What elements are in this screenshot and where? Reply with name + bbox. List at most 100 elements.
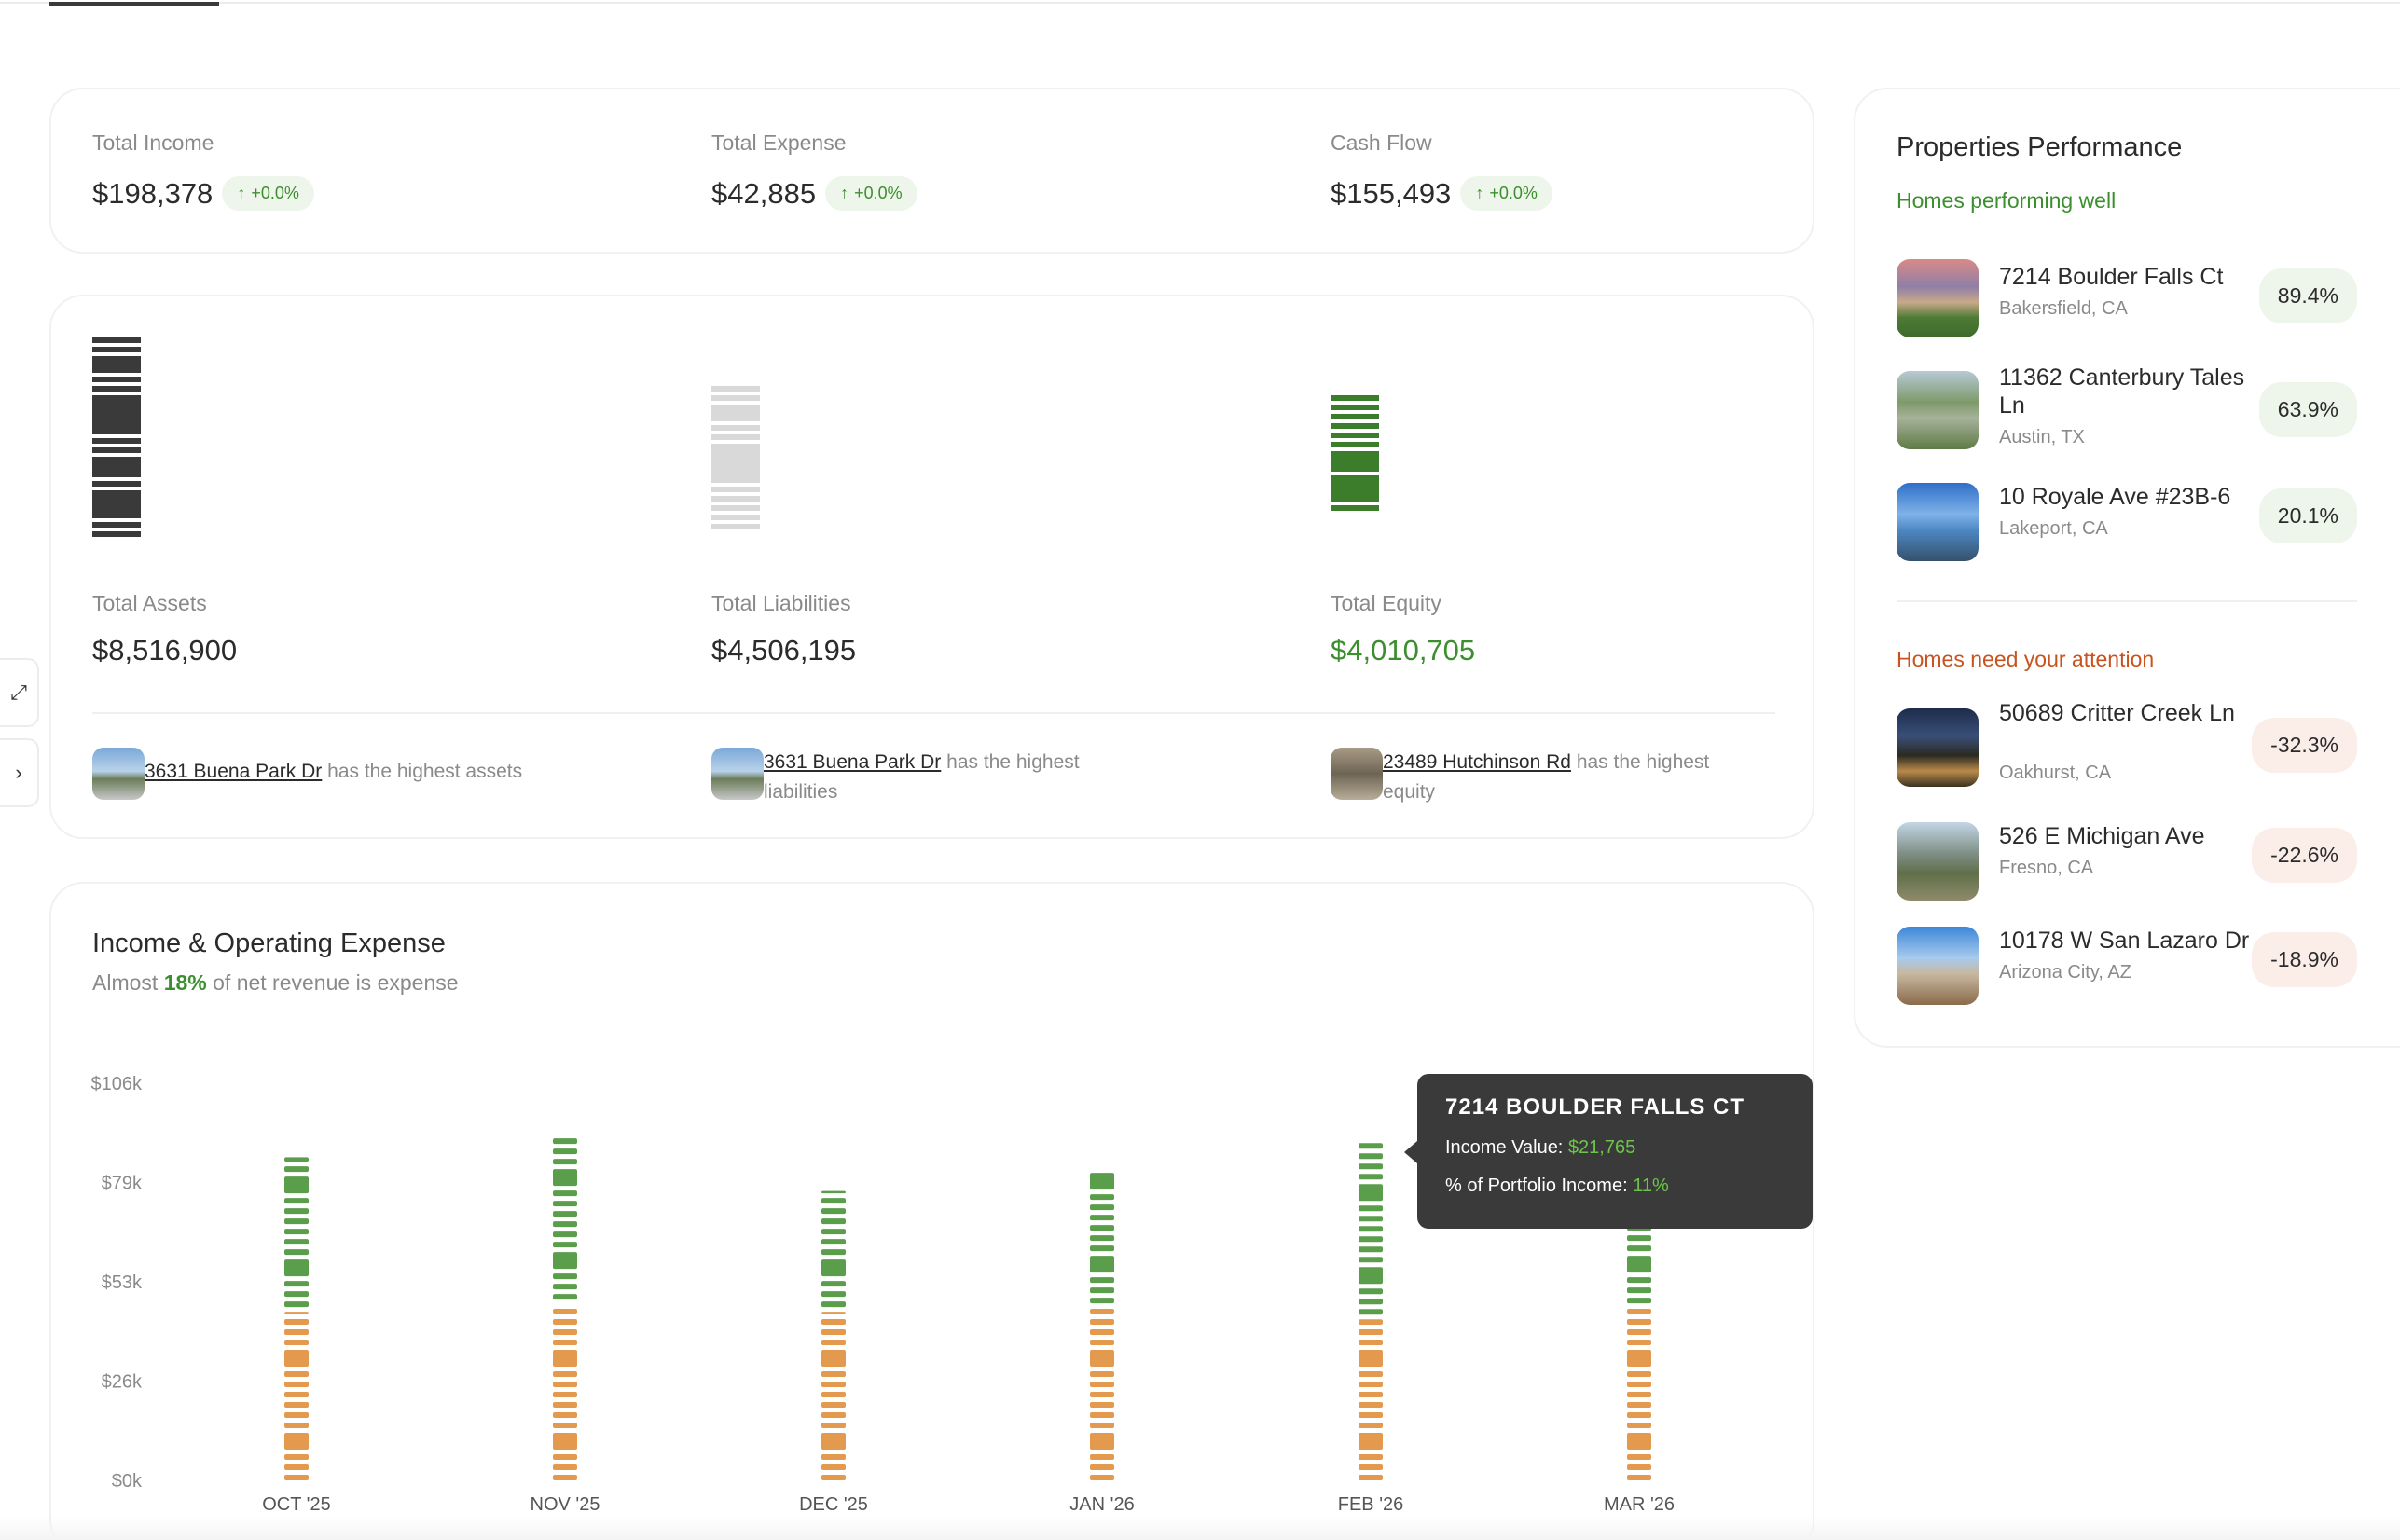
expense-bar-segment[interactable]	[1359, 1350, 1383, 1367]
income-bar-segment[interactable]	[553, 1294, 577, 1300]
expense-bar-segment[interactable]	[1627, 1329, 1651, 1335]
expense-bar-segment[interactable]	[553, 1319, 577, 1325]
property-item[interactable]: 50689 Critter Creek Ln Oakhurst, CA -32.…	[1897, 700, 2357, 789]
income-bar-segment[interactable]	[1090, 1287, 1114, 1294]
income-bar-segment[interactable]	[1090, 1235, 1114, 1242]
income-bar-segment[interactable]	[1359, 1153, 1383, 1160]
expense-bar-segment[interactable]	[1627, 1340, 1651, 1345]
income-bar-segment[interactable]	[1359, 1226, 1383, 1232]
expense-bar-segment[interactable]	[553, 1433, 577, 1450]
expense-bar-segment[interactable]	[1090, 1454, 1114, 1460]
expense-bar-segment[interactable]	[1627, 1392, 1651, 1397]
expense-bar-segment[interactable]	[1090, 1340, 1114, 1345]
income-bar-segment[interactable]	[821, 1281, 846, 1287]
expense-bar-segment[interactable]	[284, 1475, 309, 1480]
expense-bar-segment[interactable]	[1090, 1475, 1114, 1480]
expense-bar-segment[interactable]	[1627, 1319, 1651, 1325]
income-bar-segment[interactable]	[553, 1221, 577, 1228]
expense-bar-segment[interactable]	[821, 1319, 846, 1325]
expense-bar-segment[interactable]	[284, 1402, 309, 1408]
expense-bar-segment[interactable]	[1359, 1423, 1383, 1428]
expense-bar-segment[interactable]	[1090, 1392, 1114, 1397]
property-link[interactable]: 3631 Buena Park Dr	[145, 761, 323, 782]
income-bar-segment[interactable]	[284, 1166, 309, 1173]
expense-bar-segment[interactable]	[1090, 1309, 1114, 1314]
expense-bar-segment[interactable]	[553, 1402, 577, 1408]
expand-icon[interactable]: ⤢	[0, 658, 39, 727]
expense-bar-segment[interactable]	[1359, 1475, 1383, 1480]
property-item[interactable]: 10178 W San Lazaro Dr Arizona City, AZ -…	[1897, 927, 2357, 1005]
expense-bar-segment[interactable]	[1627, 1423, 1651, 1428]
income-bar-segment[interactable]	[1627, 1298, 1651, 1304]
expense-bar-segment[interactable]	[1359, 1464, 1383, 1470]
expense-bar-segment[interactable]	[284, 1371, 309, 1377]
income-bar-segment[interactable]	[821, 1198, 846, 1204]
expense-bar-segment[interactable]	[1627, 1309, 1651, 1314]
expense-bar-segment[interactable]	[1359, 1412, 1383, 1418]
expense-bar-segment[interactable]	[1627, 1454, 1651, 1460]
expense-bar-segment[interactable]	[553, 1371, 577, 1377]
property-link[interactable]: 23489 Hutchinson Rd	[1383, 751, 1571, 773]
expense-bar-segment[interactable]	[821, 1423, 846, 1428]
income-bar-segment[interactable]	[1090, 1194, 1114, 1201]
income-bar-segment[interactable]	[1359, 1236, 1383, 1243]
expense-bar-segment[interactable]	[1627, 1464, 1651, 1470]
income-bar-segment[interactable]	[1359, 1257, 1383, 1263]
income-bar-segment[interactable]	[553, 1159, 577, 1165]
expense-bar-segment[interactable]	[284, 1464, 309, 1470]
expense-bar-segment[interactable]	[821, 1412, 846, 1418]
expense-bar-segment[interactable]	[284, 1340, 309, 1345]
expense-bar-segment[interactable]	[1090, 1464, 1114, 1470]
income-bar-segment[interactable]	[1359, 1267, 1383, 1285]
income-bar-segment[interactable]	[1627, 1287, 1651, 1294]
property-link[interactable]: 3631 Buena Park Dr	[764, 751, 942, 773]
expense-bar-segment[interactable]	[1090, 1382, 1114, 1387]
expense-bar-segment[interactable]	[1627, 1350, 1651, 1367]
expense-bar-segment[interactable]	[1359, 1340, 1383, 1345]
income-bar-segment[interactable]	[821, 1249, 846, 1256]
income-bar-segment[interactable]	[821, 1259, 846, 1277]
income-bar-segment[interactable]	[1359, 1216, 1383, 1222]
income-bar-segment[interactable]	[553, 1231, 577, 1238]
income-bar-segment[interactable]	[553, 1284, 577, 1290]
expense-bar-segment[interactable]	[1359, 1433, 1383, 1450]
income-bar-segment[interactable]	[821, 1208, 846, 1215]
expense-bar-segment[interactable]	[1090, 1402, 1114, 1408]
expense-bar-segment[interactable]	[553, 1454, 577, 1460]
income-bar-segment[interactable]	[553, 1252, 577, 1270]
expense-bar-segment[interactable]	[821, 1382, 846, 1387]
expense-bar-segment[interactable]	[1627, 1475, 1651, 1480]
expense-bar-segment[interactable]	[553, 1475, 577, 1480]
income-bar-segment[interactable]	[1627, 1277, 1651, 1284]
expense-bar-segment[interactable]	[1090, 1423, 1114, 1428]
expense-bar-segment[interactable]	[553, 1392, 577, 1397]
expense-bar-segment[interactable]	[284, 1319, 309, 1325]
income-bar-segment[interactable]	[1359, 1143, 1383, 1149]
income-bar-segment[interactable]	[553, 1190, 577, 1197]
property-item[interactable]: 526 E Michigan Ave Fresno, CA -22.6%	[1897, 822, 2357, 901]
income-bar-segment[interactable]	[821, 1229, 846, 1235]
expense-bar-segment[interactable]	[1627, 1433, 1651, 1450]
income-bar-segment[interactable]	[1090, 1298, 1114, 1304]
income-bar-segment[interactable]	[284, 1239, 309, 1245]
expense-bar-segment[interactable]	[1359, 1392, 1383, 1397]
expense-bar-segment[interactable]	[821, 1371, 846, 1377]
income-bar-segment[interactable]	[284, 1301, 309, 1308]
income-bar-segment[interactable]	[284, 1208, 309, 1215]
expense-bar-segment[interactable]	[1090, 1412, 1114, 1418]
income-bar-segment[interactable]	[1359, 1205, 1383, 1212]
income-bar-segment[interactable]	[284, 1176, 309, 1194]
income-bar-segment[interactable]	[284, 1259, 309, 1277]
expense-bar-segment[interactable]	[1627, 1382, 1651, 1387]
income-bar-segment[interactable]	[553, 1242, 577, 1248]
income-bar-segment[interactable]	[821, 1218, 846, 1225]
income-bar-segment[interactable]	[1359, 1174, 1383, 1180]
income-bar-segment[interactable]	[1090, 1277, 1114, 1284]
income-bar-segment[interactable]	[1359, 1299, 1383, 1305]
income-bar-segment[interactable]	[284, 1198, 309, 1204]
expense-bar-segment[interactable]	[553, 1464, 577, 1470]
expense-bar-segment[interactable]	[284, 1412, 309, 1418]
income-bar-segment[interactable]	[1627, 1235, 1651, 1242]
income-bar-segment[interactable]	[821, 1301, 846, 1308]
income-bar-segment[interactable]	[284, 1291, 309, 1298]
